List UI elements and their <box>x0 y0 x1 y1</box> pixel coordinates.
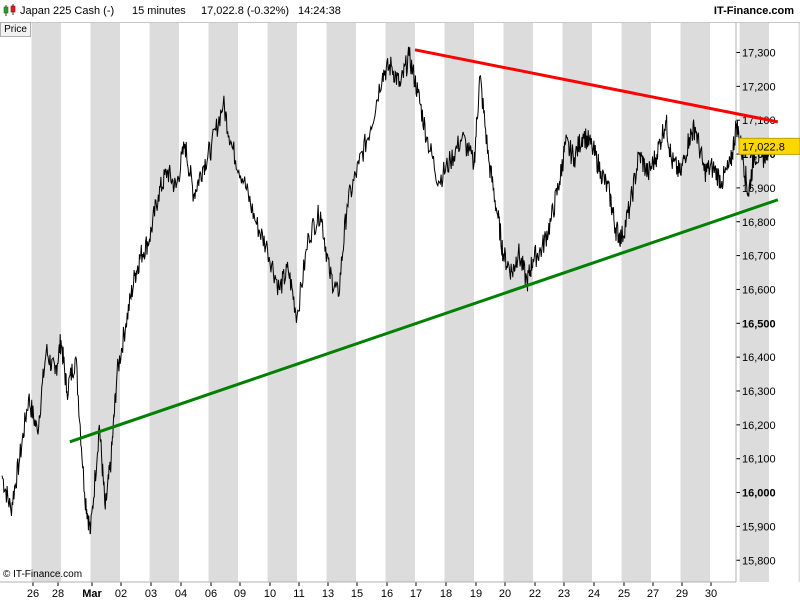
instrument-name: Japan 225 Cash (-) <box>20 5 115 17</box>
day-band <box>798 23 800 582</box>
day-band <box>208 23 238 582</box>
date-tick-label: 28 <box>52 588 64 600</box>
price-line <box>1 46 770 535</box>
price-tick-label: 16,000 <box>742 488 776 500</box>
date-tick-label: 29 <box>676 588 688 600</box>
date-tick-label: 25 <box>618 588 630 600</box>
resistance-trendline <box>414 48 779 124</box>
brand-name: IT-Finance.com <box>713 5 794 17</box>
last-price-change: 17,022.8 (-0.32%) <box>201 5 290 17</box>
last-price-label: 17,022.8 <box>742 141 785 153</box>
support-trendline <box>69 198 779 444</box>
date-tick-label: 26 <box>27 588 39 600</box>
day-band <box>680 23 710 582</box>
date-tick-label: 18 <box>440 588 452 600</box>
price-tick-label: 16,800 <box>742 217 776 229</box>
date-tick-label: Mar <box>82 588 102 600</box>
day-band <box>90 23 120 582</box>
date-tick-label: 17 <box>410 588 422 600</box>
last-price-badge-bg <box>738 137 800 155</box>
price-tick-label: 16,500 <box>742 318 776 330</box>
price-tick-label: 16,200 <box>742 420 776 432</box>
price-tick-label: 16,700 <box>742 251 776 263</box>
day-bands <box>31 23 800 582</box>
price-tick-label: 16,300 <box>742 386 776 398</box>
price-tick-label: 15,900 <box>742 521 776 533</box>
date-tick-label: 09 <box>234 588 246 600</box>
price-tick-label: 17,200 <box>742 81 776 93</box>
trendlines <box>69 48 779 444</box>
date-axis: 26 28 Mar 02 03 04 06 09 10 11 13 15 16 17 18 19 20 22 23 2… <box>27 582 717 600</box>
day-band <box>562 23 592 582</box>
day-band <box>326 23 356 582</box>
price-tick-label: 16,100 <box>742 454 776 466</box>
date-tick-label: 04 <box>175 588 187 600</box>
date-tick-label: 20 <box>499 588 511 600</box>
price-tick-label: 16,600 <box>742 284 776 296</box>
day-band <box>503 23 533 582</box>
day-band <box>267 23 297 582</box>
interval-label[interactable]: 15 minutes <box>132 5 186 17</box>
day-band <box>385 23 415 582</box>
date-tick-label: 15 <box>351 588 363 600</box>
date-tick-label: 23 <box>558 588 570 600</box>
day-band <box>149 23 179 582</box>
quote-time: 14:24:38 <box>298 5 341 17</box>
price-tick-label: 17,300 <box>742 48 776 60</box>
price-panel-tab[interactable]: Price <box>0 22 31 37</box>
price-tick-label: 17,100 <box>742 115 776 127</box>
date-tick-label: 27 <box>647 588 659 600</box>
date-tick-label: 03 <box>145 588 157 600</box>
day-band <box>31 23 61 582</box>
copyright-text: © IT-Finance.com <box>3 569 83 580</box>
date-tick-label: 02 <box>115 588 127 600</box>
date-tick-label: 24 <box>588 588 600 600</box>
date-tick-label: 11 <box>293 588 304 600</box>
candlestick-logo-icon <box>3 4 16 16</box>
date-tick-label: 19 <box>470 588 482 600</box>
chart-header: Japan 225 Cash (-) 15 minutes 17,022.8 (… <box>0 0 800 23</box>
date-tick-label: 13 <box>322 588 334 600</box>
price-tick-label: 16,400 <box>742 352 776 364</box>
last-price-badge: 17,022.8 <box>738 137 800 155</box>
day-band <box>621 23 651 582</box>
day-band <box>444 23 474 582</box>
date-tick-label: 16 <box>381 588 393 600</box>
date-tick-label: 22 <box>529 588 541 600</box>
date-tick-label: 30 <box>705 588 717 600</box>
price-tick-label: 15,800 <box>742 555 776 567</box>
date-tick-label: 06 <box>205 588 217 600</box>
date-tick-label: 10 <box>264 588 276 600</box>
price-series <box>1 46 770 535</box>
